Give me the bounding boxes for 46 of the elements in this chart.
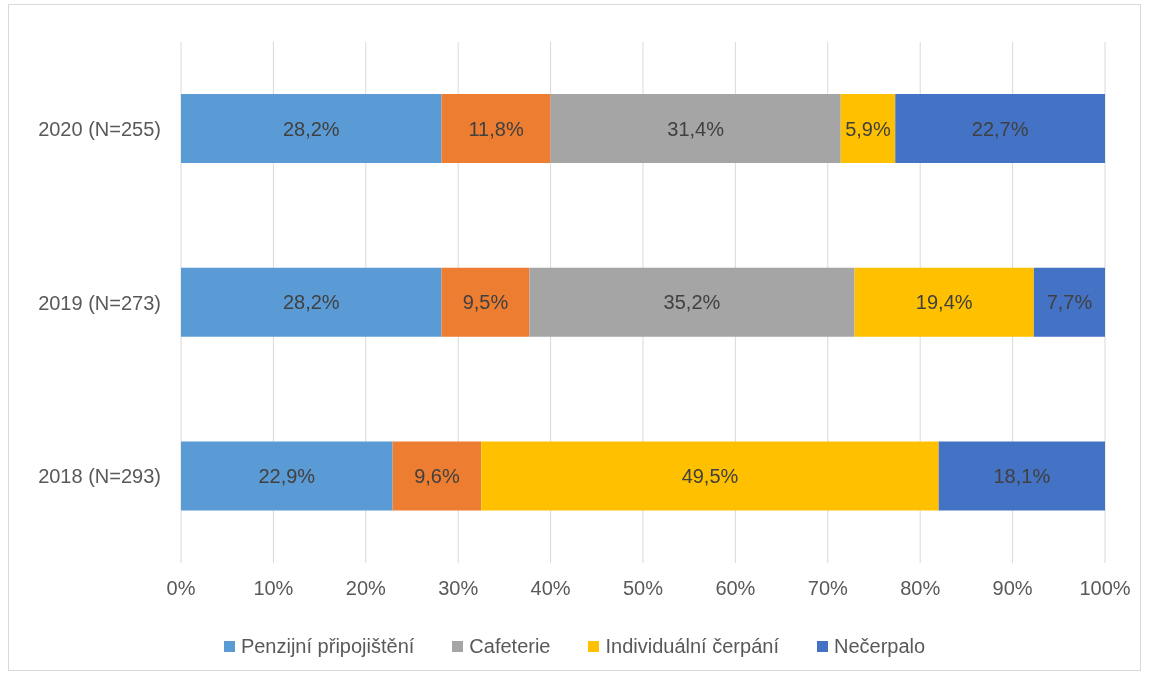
data-label: 31,4%	[667, 117, 725, 140]
bar	[441, 267, 530, 337]
x-tick-label: 0%	[166, 577, 196, 600]
bar	[895, 94, 1105, 164]
data-label: 9,6%	[414, 464, 460, 487]
x-tick-label: 100%	[1079, 577, 1131, 600]
bar	[181, 441, 393, 511]
y-tick-label: 2020 (N=255)	[38, 117, 161, 140]
x-tick-label: 30%	[438, 577, 479, 600]
x-tick-label: 10%	[253, 577, 294, 600]
data-label: 5,9%	[845, 117, 891, 140]
bar	[854, 267, 1034, 337]
bar	[840, 94, 896, 164]
bar	[529, 267, 855, 337]
bar	[550, 94, 841, 164]
data-label: 28,2%	[282, 291, 340, 314]
y-tick-label: 2018 (N=293)	[38, 465, 161, 488]
x-tick-label: 60%	[715, 577, 756, 600]
bar	[938, 441, 1105, 511]
legend-label: Nečerpalo	[833, 634, 926, 658]
legend-label: Penzijní připojištění	[240, 634, 415, 658]
y-tick-label: 2019 (N=273)	[38, 291, 161, 314]
data-label: 9,5%	[462, 291, 509, 314]
data-label: 18,1%	[993, 464, 1051, 487]
data-label: 22,7%	[971, 117, 1029, 140]
x-tick-label: 80%	[900, 577, 941, 600]
bar	[181, 94, 442, 164]
bar	[181, 267, 442, 337]
bar	[481, 441, 939, 511]
x-tick-label: 50%	[622, 577, 664, 600]
bar	[392, 441, 482, 511]
legend-label: Individuální čerpání	[605, 634, 779, 658]
data-label: 11,8%	[468, 117, 524, 140]
x-tick-label: 20%	[345, 577, 387, 600]
data-label: 19,4%	[915, 291, 973, 314]
x-tick-label: 40%	[530, 577, 571, 600]
x-tick-label: 70%	[807, 577, 849, 600]
data-label: 49,5%	[681, 464, 739, 487]
data-label: 22,9%	[258, 464, 316, 487]
x-tick-label: 90%	[992, 577, 1033, 600]
bar	[1033, 267, 1105, 337]
data-label: 7,7%	[1046, 291, 1093, 314]
legend-label: Cafeterie	[469, 634, 551, 658]
bar	[441, 94, 551, 164]
data-label: 35,2%	[663, 291, 721, 314]
data-label: 28,2%	[282, 117, 340, 140]
